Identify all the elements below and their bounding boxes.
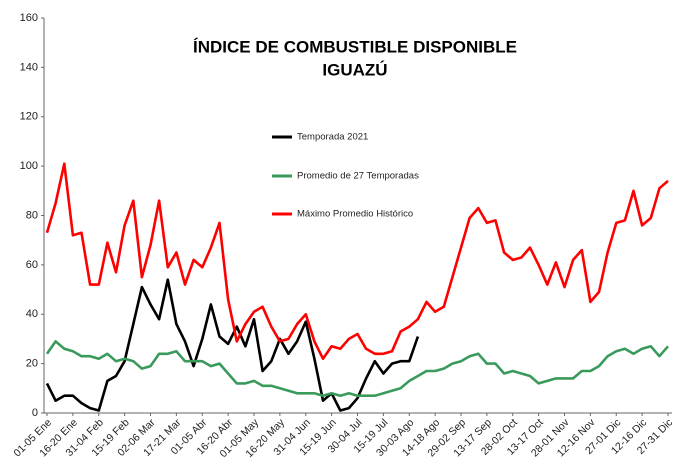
legend-label: Máximo Promedio Histórico xyxy=(297,209,413,220)
y-tick-label: 80 xyxy=(26,209,38,221)
legend-label: Promedio de 27 Temporadas xyxy=(297,171,419,182)
y-tick-label: 120 xyxy=(20,111,38,123)
y-tick-label: 60 xyxy=(26,259,38,271)
y-tick-label: 160 xyxy=(20,12,38,24)
y-tick-label: 20 xyxy=(26,358,38,370)
series-line xyxy=(45,162,669,360)
chart-subtitle: IGUAZÚ xyxy=(322,60,387,79)
series-line xyxy=(45,278,420,412)
y-tick-label: 0 xyxy=(32,407,38,419)
y-tick-label: 40 xyxy=(26,308,38,320)
y-tick-label: 100 xyxy=(20,160,38,172)
series-line xyxy=(45,340,669,397)
legend-label: Temporada 2021 xyxy=(297,132,368,143)
chart-title: ÍNDICE DE COMBUSTIBLE DISPONIBLE xyxy=(193,37,517,56)
y-tick-label: 140 xyxy=(20,61,38,73)
